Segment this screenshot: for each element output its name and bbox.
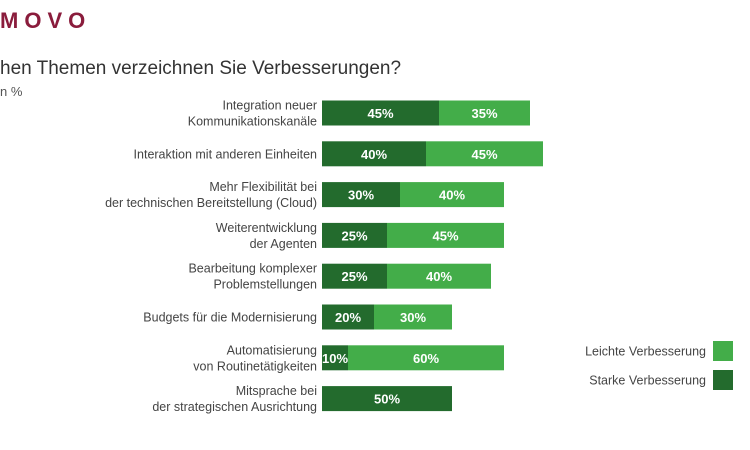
data-label: 25% xyxy=(341,269,367,284)
data-label: 40% xyxy=(361,147,387,162)
bar-segment-strong xyxy=(322,386,452,412)
data-label: 45% xyxy=(471,147,497,162)
bar-segment-strong xyxy=(322,304,374,330)
legend-swatch xyxy=(713,370,733,390)
data-label: 60% xyxy=(413,351,439,366)
bar-segment-light xyxy=(374,304,452,330)
legend-label: Starke Verbesserung xyxy=(589,374,706,388)
category-label: Budgets für die Modernisierung xyxy=(143,311,317,325)
category-label: Weiterentwicklung der Agenten xyxy=(216,221,317,251)
chart-title: hen Themen verzeichnen Sie Verbesserunge… xyxy=(0,58,402,79)
category-label: Automatisierung von Routinetätigkeiten xyxy=(193,343,317,373)
bar-segment-light xyxy=(387,222,504,248)
data-label: 10% xyxy=(322,351,348,366)
bar-segment-strong xyxy=(322,100,439,126)
bar-segment-light xyxy=(348,345,504,371)
brand-logo: MOVO xyxy=(0,8,92,33)
data-label: 45% xyxy=(367,106,393,121)
category-label: Bearbeitung komplexer Problemstellungen xyxy=(188,262,317,292)
bar-segment-light xyxy=(387,263,491,289)
data-label: 30% xyxy=(348,188,374,203)
bar-segment-light xyxy=(400,182,504,208)
bar-segment-strong xyxy=(322,141,426,167)
data-label: 45% xyxy=(432,228,458,243)
chart-subtitle: n % xyxy=(0,84,23,99)
bar-segment-strong xyxy=(322,222,387,248)
bar-segment-light xyxy=(426,141,543,167)
legend-swatch xyxy=(713,341,733,361)
data-label: 35% xyxy=(471,106,497,121)
data-label: 20% xyxy=(335,310,361,325)
data-label: 40% xyxy=(439,188,465,203)
data-label: 40% xyxy=(426,269,452,284)
category-label: Mitsprache bei der strategischen Ausricht… xyxy=(152,384,317,414)
category-label: Mehr Flexibilität bei der technischen Ber… xyxy=(105,180,317,210)
data-label: 50% xyxy=(374,392,400,407)
category-label: Integration neuer Kommunikationskanäle xyxy=(188,99,317,129)
bar-segment-strong xyxy=(322,182,400,208)
category-label: Interaktion mit anderen Einheiten xyxy=(134,147,317,161)
bar-segment-strong xyxy=(322,263,387,289)
legend-label: Leichte Verbesserung xyxy=(585,345,706,359)
bar-segment-light xyxy=(439,100,530,126)
bar-segment-strong xyxy=(322,345,348,371)
data-label: 25% xyxy=(341,228,367,243)
data-label: 30% xyxy=(400,310,426,325)
